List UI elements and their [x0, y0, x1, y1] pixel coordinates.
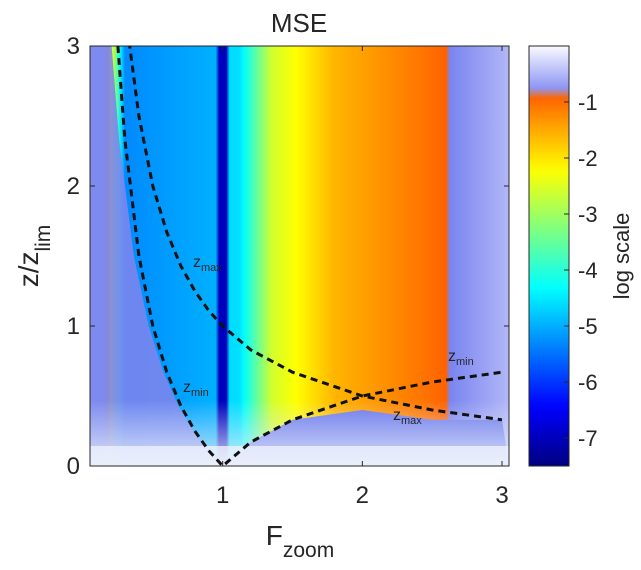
colorbar-tick-labels: -1 -2 -3 -4 -5 -6 -7 [578, 90, 598, 451]
y-axis-ticks [90, 45, 509, 467]
curve-zmin [116, 46, 503, 466]
colorbar-tick-label: -2 [578, 146, 598, 171]
colorbar-tick-label: -6 [578, 370, 598, 395]
colorbar-fill [528, 45, 570, 467]
zmax-label-right: zmax [393, 407, 422, 427]
colorbar-tick-label: -3 [578, 202, 598, 227]
colorbar-tick-label: -1 [578, 90, 598, 115]
y-tick-label: 1 [67, 313, 80, 340]
x-tick-labels: 1 2 3 [216, 482, 509, 509]
plot-frame [89, 45, 510, 467]
x-tick-label: 3 [495, 482, 508, 509]
x-tick-label: 1 [216, 482, 229, 509]
y-tick-label: 2 [67, 173, 80, 200]
curve-labels: zmax zmin zmin zmax [183, 254, 474, 427]
colorbar-label: log scale [609, 213, 634, 300]
x-tick-label: 2 [356, 482, 369, 509]
curves [116, 46, 503, 466]
chart-title: MSE [271, 8, 327, 38]
zmin-label-left: zmin [183, 379, 209, 399]
colorbar-tick-label: -4 [578, 258, 598, 283]
heatmap-field [90, 46, 509, 466]
zmax-label-upper: zmax [193, 254, 222, 274]
curve-zmax [128, 46, 503, 422]
zmin-label-right: zmin [448, 348, 474, 368]
y-axis-label: z/zlim [13, 225, 55, 288]
heatmap-bottom-strip [90, 446, 509, 466]
y-tick-label: 3 [67, 33, 80, 60]
y-tick-label: 0 [67, 453, 80, 480]
y-tick-labels: 0 1 2 3 [67, 33, 80, 480]
colorbar-ticks [564, 101, 569, 439]
colorbar: -1 -2 -3 -4 -5 -6 -7 log scale [528, 45, 634, 467]
heatmap-left-cone [90, 46, 223, 466]
x-axis-label: Fzoom [266, 520, 334, 562]
x-axis-ticks [222, 46, 503, 466]
colorbar-tick-label: -5 [578, 314, 598, 339]
colorbar-tick-label: -7 [578, 426, 598, 451]
